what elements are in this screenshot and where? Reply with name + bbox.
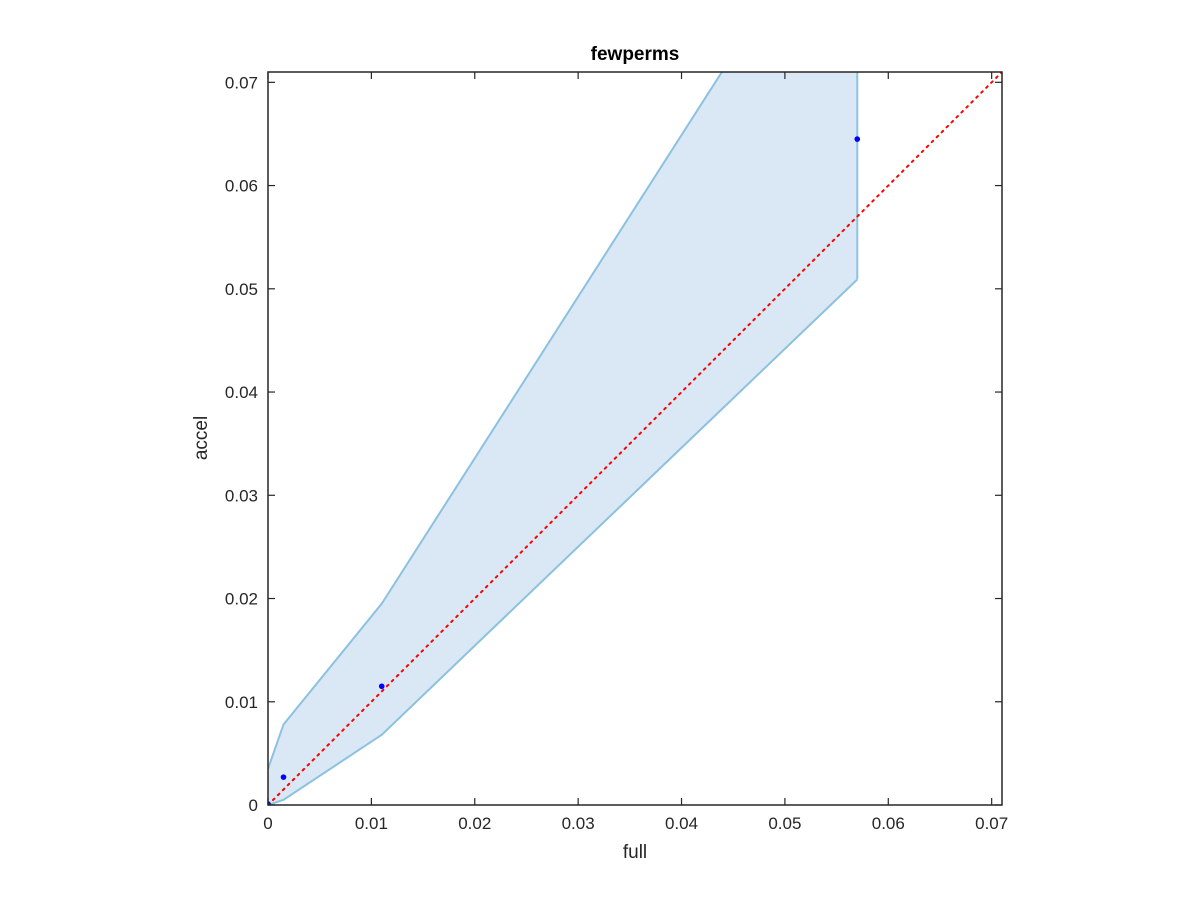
band-upper-edge — [268, 72, 724, 770]
y-axis-label: accel — [191, 416, 212, 460]
plot-content — [268, 72, 1002, 805]
x-tick-label: 0.01 — [355, 814, 388, 833]
x-tick-label: 0.07 — [975, 814, 1008, 833]
x-tick-label: 0.03 — [562, 814, 595, 833]
y-tick-label: 0 — [249, 796, 258, 815]
data-point — [378, 683, 385, 690]
data-point — [280, 774, 287, 780]
y-tick-label: 0.06 — [225, 177, 258, 196]
x-tick-label: 0 — [263, 814, 272, 833]
y-tick-label: 0.04 — [225, 383, 258, 402]
y-tick-label: 0.03 — [225, 486, 258, 505]
x-tick-label: 0.04 — [665, 814, 698, 833]
axes-box — [267, 71, 1003, 806]
y-tick-labels: 0 0.01 0.02 0.03 0.04 0.05 0.06 0.07 — [225, 73, 258, 815]
y-tick-label: 0.05 — [225, 280, 258, 299]
y-tick-label: 0.01 — [225, 693, 258, 712]
y-tick-label: 0.02 — [225, 590, 258, 609]
x-tick-label: 0.05 — [768, 814, 801, 833]
x-tick-labels: 0 0.01 0.02 0.03 0.04 0.05 0.06 0.07 — [263, 814, 1008, 833]
x-tick-label: 0.06 — [872, 814, 905, 833]
reference-line — [268, 72, 1002, 805]
y-tick-label: 0.07 — [225, 73, 258, 92]
band-lower-edge — [268, 278, 858, 805]
x-tick-label: 0.02 — [458, 814, 491, 833]
data-point — [854, 136, 861, 142]
chart-title: fewperms — [591, 44, 680, 65]
axes — [267, 71, 1003, 806]
x-axis-label: full — [623, 842, 647, 863]
confidence-band — [268, 72, 858, 805]
